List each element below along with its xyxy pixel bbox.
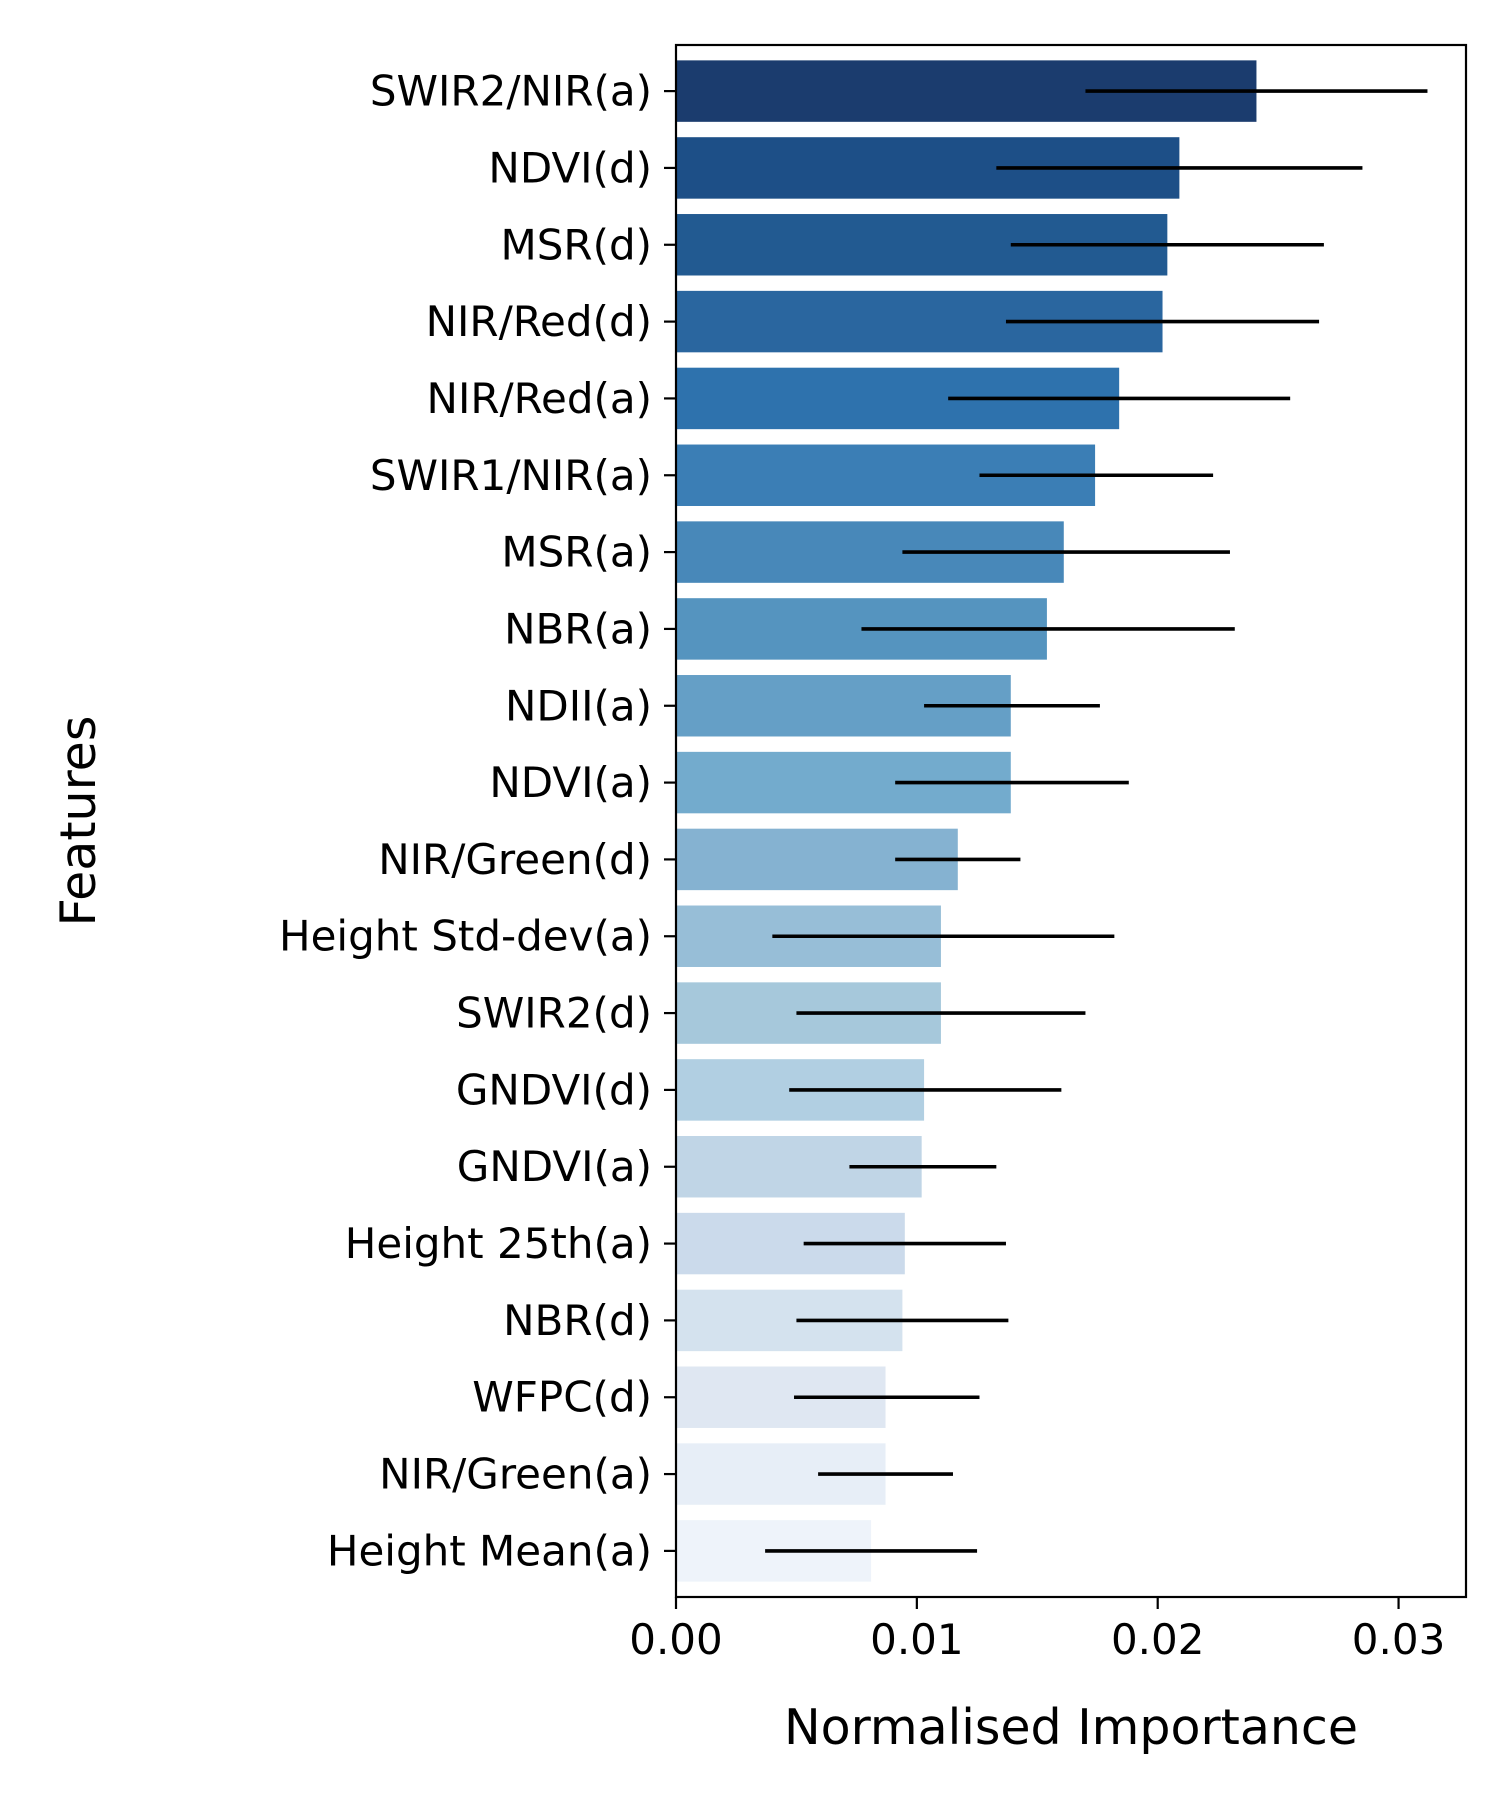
y-tick-label: GNDVI(a) <box>457 1142 652 1191</box>
x-tick-label: 0.02 <box>1111 1615 1205 1664</box>
x-axis-label: Normalised Importance <box>784 1699 1358 1756</box>
y-tick-label: Height Std-dev(a) <box>279 912 652 961</box>
y-tick-label: NIR/Red(d) <box>426 297 652 346</box>
y-tick-label: NBR(d) <box>503 1296 652 1345</box>
y-tick-label: WFPC(d) <box>472 1373 652 1422</box>
y-axis-label: Features <box>50 716 107 927</box>
y-tick-label: NBR(a) <box>504 604 652 653</box>
y-tick-label: MSR(d) <box>500 220 652 269</box>
bars-layer <box>676 60 1257 1582</box>
y-tick-label: SWIR1/NIR(a) <box>370 451 652 500</box>
y-tick-label: NDII(a) <box>505 681 652 730</box>
y-tick-label: NDVI(a) <box>489 758 652 807</box>
error-bars-layer <box>765 89 1428 1553</box>
x-tick-label: 0.03 <box>1352 1615 1446 1664</box>
x-axis-ticks: 0.00 0.01 0.02 0.03 <box>629 1597 1445 1664</box>
y-tick-label: SWIR2/NIR(a) <box>370 67 652 116</box>
y-tick-label: SWIR2(d) <box>456 989 652 1038</box>
y-tick-label: Height Mean(a) <box>327 1526 652 1575</box>
x-tick-label: 0.00 <box>629 1615 723 1664</box>
plot-frame <box>674 43 1468 1599</box>
x-tick-label: 0.01 <box>870 1615 964 1664</box>
y-tick-label: Height 25th(a) <box>345 1219 652 1268</box>
y-tick-label: NIR/Red(a) <box>427 374 652 423</box>
y-tick-label: NIR/Green(d) <box>378 835 652 884</box>
y-tick-label: NDVI(d) <box>488 143 652 192</box>
y-axis-ticks: SWIR2/NIR(a) NDVI(d) MSR(d) NIR/Red(d) NIR/R… <box>279 67 676 1575</box>
y-tick-label: NIR/Green(a) <box>379 1450 652 1499</box>
y-tick-label: GNDVI(d) <box>456 1065 652 1114</box>
y-tick-label: MSR(a) <box>501 528 652 577</box>
